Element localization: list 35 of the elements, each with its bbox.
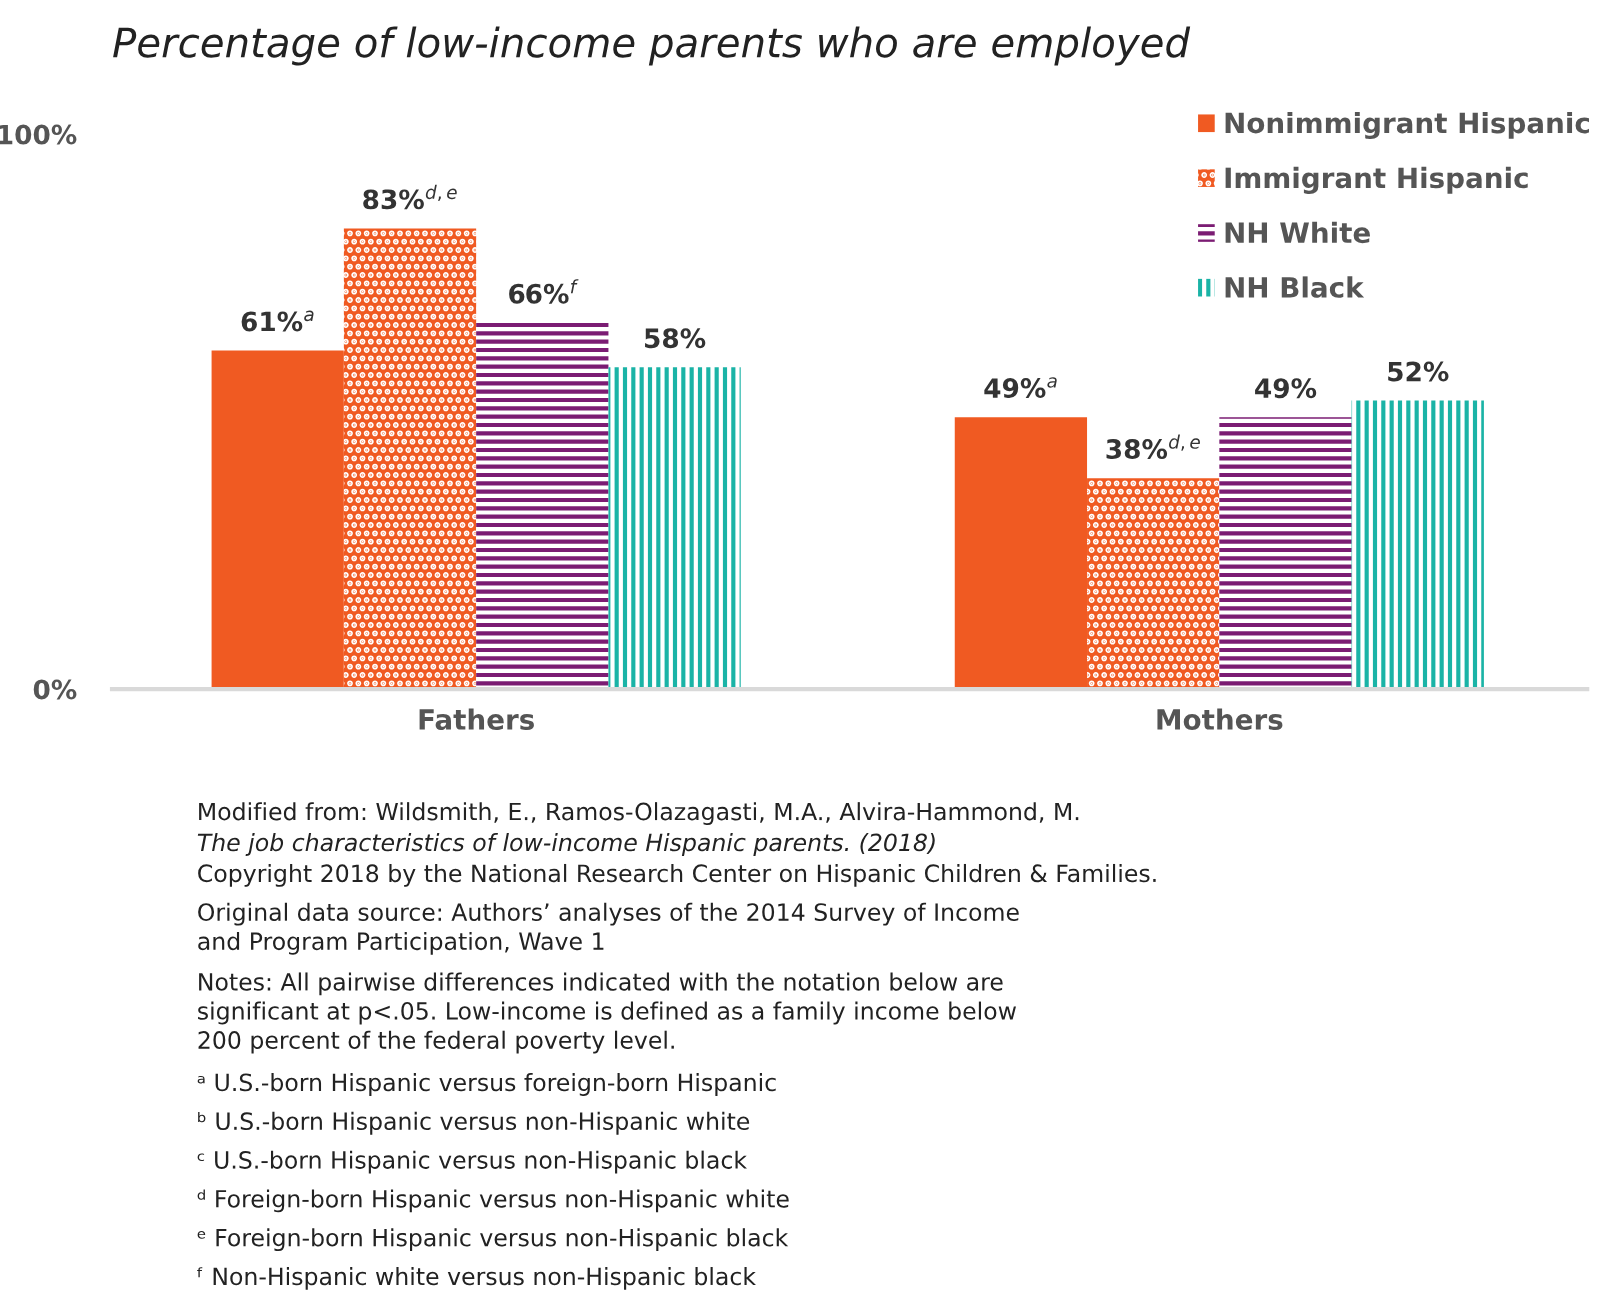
x-tick-label: Fathers	[419, 708, 534, 731]
bar	[1219, 417, 1352, 690]
text: ᵇ U.S.-born Hispanic versus non-Hispanic white	[198, 1111, 750, 1135]
data-label: 61%$^{a}$	[241, 310, 314, 332]
text: Original data source: Authors’ analyses of the 2014 Survey of Income and Program Participation, Wave 1	[198, 902, 1019, 955]
text: Copyright 2018 by the National Research Center on Hispanic Children & Families.	[198, 863, 1156, 887]
legend-label: NH Black	[1225, 276, 1365, 298]
text: ᶜ U.S.-born Hispanic versus non-Hispanic black	[197, 1150, 747, 1174]
bar	[1351, 400, 1484, 690]
data-label: 58%	[645, 328, 706, 349]
data-label: 49%	[1255, 378, 1317, 399]
data-label: 52%	[1388, 361, 1449, 382]
legend-label: NH White	[1225, 221, 1370, 244]
y-tick-label: 0%	[33, 679, 77, 700]
bar	[343, 228, 477, 690]
bar	[476, 322, 609, 690]
legend-label: Immigrant Hispanic	[1225, 166, 1528, 194]
chart-title: Percentage of low-income parents who are employed	[113, 26, 1191, 66]
text: Modified from: Wildsmith, E., Ramos-Olazagasti, M.A., Alvira-Hammond, M.	[199, 802, 1079, 825]
text: Notes: All pairwise differences indicated with the notation below are significant at p<.05. Low-income is defined as a family income below 200 percent of the federal poverty level.	[198, 972, 1016, 1054]
text: ᵃ U.S.-born Hispanic versus foreign-born Hispanic	[197, 1073, 776, 1096]
data-label: 66%$^{f}$	[509, 279, 579, 304]
bar	[211, 350, 344, 690]
legend-label: Nonimmigrant Hispanic	[1225, 111, 1589, 140]
x-tick-label: Mothers	[1157, 708, 1283, 731]
text: ᵈ Foreign-born Hispanic versus non-Hispanic white	[197, 1189, 789, 1213]
bar	[1087, 478, 1220, 690]
data-label: 38%$^{d,e}$	[1106, 434, 1200, 460]
data-label: 83%$^{d,e}$	[363, 184, 457, 210]
text: ᶠ Non-Hispanic white versus non-Hispanic black	[197, 1267, 756, 1290]
data-label: 49%$^{a}$	[984, 377, 1057, 399]
bar	[608, 367, 741, 690]
text: The job characteristics of low-income Hispanic parents. (2018)	[197, 833, 935, 856]
bar	[954, 417, 1088, 690]
text: ᵉ Foreign-born Hispanic versus non-Hispanic black	[197, 1228, 789, 1252]
